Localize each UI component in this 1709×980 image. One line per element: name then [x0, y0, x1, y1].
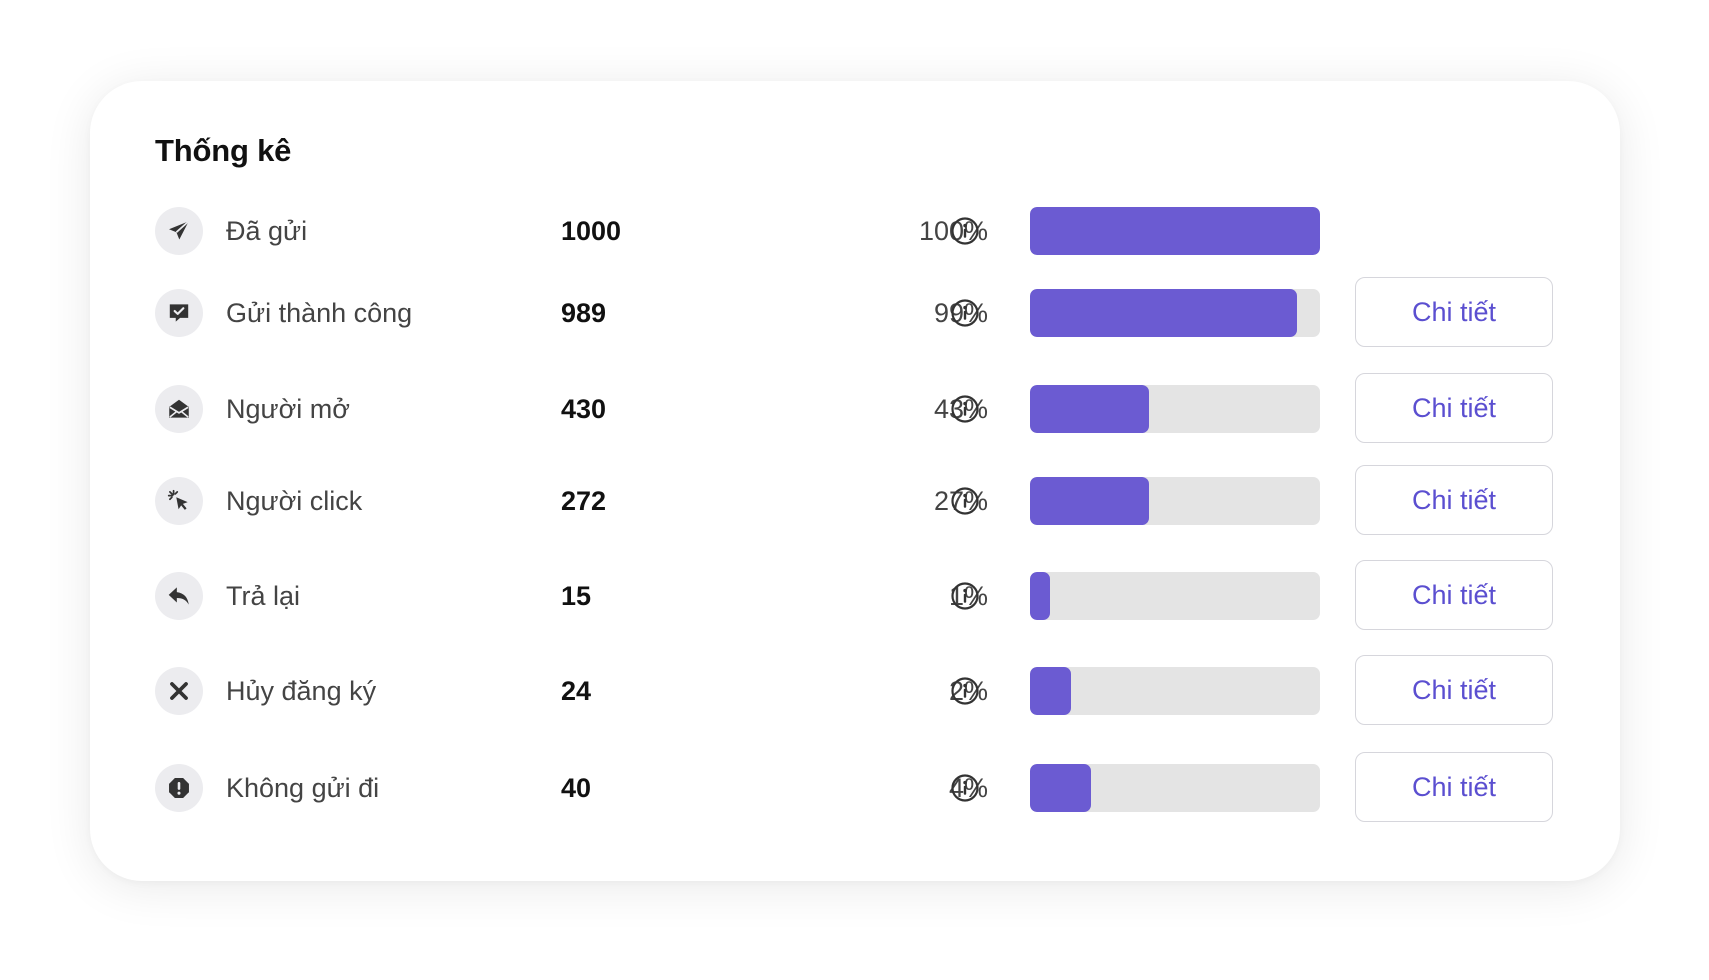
stat-count: 1000 [561, 216, 622, 246]
stat-percent: 4% [948, 773, 988, 803]
stat-label: Không gửi đi [226, 773, 380, 803]
progress-bar [1030, 207, 1320, 255]
stat-label: Đã gửi [226, 216, 308, 246]
info-icon[interactable] [950, 773, 980, 803]
info-icon[interactable] [950, 486, 980, 516]
stat-count: 989 [561, 298, 607, 328]
stat-row-unsubscribed: Hủy đăng ký 24 2% Chi tiết [90, 655, 1620, 727]
info-icon[interactable] [950, 298, 980, 328]
alert-icon [155, 764, 203, 812]
progress-fill [1030, 385, 1149, 433]
info-icon[interactable] [950, 394, 980, 424]
stat-count: 15 [561, 581, 592, 611]
stat-row-clicked: Người click 272 27% Chi tiết [90, 465, 1620, 537]
stat-label: Người mở [226, 394, 350, 424]
detail-button[interactable]: Chi tiết [1355, 465, 1553, 535]
stat-label: Hủy đăng ký [226, 676, 377, 706]
stat-count: 430 [561, 394, 607, 424]
stat-row-bounced: Trả lại 15 1% Chi tiết [90, 560, 1620, 632]
reply-icon [155, 572, 203, 620]
progress-bar [1030, 572, 1320, 620]
stat-label: Trả lại [226, 581, 301, 611]
send-icon [155, 207, 203, 255]
info-icon[interactable] [950, 676, 980, 706]
stat-count: 24 [561, 676, 592, 706]
stat-row-not-sent: Không gửi đi 40 4% Chi tiết [90, 752, 1620, 824]
detail-button[interactable]: Chi tiết [1355, 560, 1553, 630]
progress-bar [1030, 667, 1320, 715]
stat-row-sent: Đã gửi 1000 100% [90, 195, 1620, 267]
stat-count: 40 [561, 773, 592, 803]
progress-fill [1030, 289, 1297, 337]
stat-percent: 43% [933, 394, 988, 424]
statistics-card: Thống kê Đã gửi 1000 100% Gửi thành công… [90, 81, 1620, 881]
stat-percent: 99% [933, 298, 988, 328]
progress-bar [1030, 477, 1320, 525]
card-title: Thống kê [155, 133, 292, 168]
info-icon[interactable] [950, 581, 980, 611]
detail-button[interactable]: Chi tiết [1355, 373, 1553, 443]
stat-percent: 1% [948, 581, 988, 611]
stat-percent: 2% [948, 676, 988, 706]
stat-row-opened: Người mở 430 43% Chi tiết [90, 373, 1620, 445]
progress-bar [1030, 764, 1320, 812]
stat-label: Gửi thành công [226, 298, 413, 328]
detail-button[interactable]: Chi tiết [1355, 752, 1553, 822]
progress-fill [1030, 764, 1091, 812]
progress-fill [1030, 207, 1320, 255]
progress-bar [1030, 289, 1320, 337]
stat-row-delivered: Gửi thành công 989 99% Chi tiết [90, 277, 1620, 349]
stat-percent: 27% [933, 486, 988, 516]
detail-button[interactable]: Chi tiết [1355, 277, 1553, 347]
message-check-icon [155, 289, 203, 337]
detail-button[interactable]: Chi tiết [1355, 655, 1553, 725]
progress-bar [1030, 385, 1320, 433]
stat-label: Người click [226, 486, 363, 516]
info-icon[interactable] [950, 216, 980, 246]
cursor-click-icon [155, 477, 203, 525]
progress-fill [1030, 477, 1149, 525]
progress-fill [1030, 667, 1071, 715]
open-envelope-icon [155, 385, 203, 433]
progress-fill [1030, 572, 1051, 620]
close-icon [155, 667, 203, 715]
stat-count: 272 [561, 486, 607, 516]
